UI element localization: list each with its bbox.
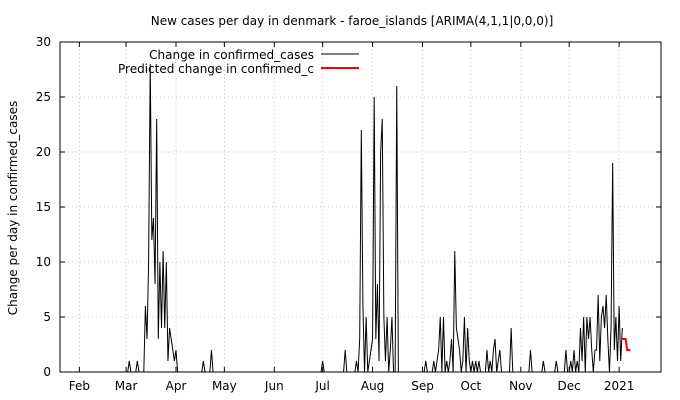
- x-tick-label: Jul: [314, 379, 329, 393]
- legend-label-predicted: Predicted change in confirmed_c: [118, 62, 314, 76]
- y-tick-label: 25: [36, 90, 51, 104]
- series-line-predicted: [622, 338, 631, 351]
- series-line-observed: [60, 63, 623, 373]
- x-tick-label: Jun: [264, 379, 284, 393]
- y-tick-label: 20: [36, 145, 51, 159]
- ticks: 0 5 10 15 20 25 30 Feb Mar Apr May Jun Jul Aug Sep Oct N…: [36, 35, 661, 393]
- y-tick-label: 30: [36, 35, 51, 49]
- x-tick-label: Oct: [460, 379, 481, 393]
- x-tick-label: Dec: [558, 379, 581, 393]
- x-tick-label: 2021: [604, 379, 635, 393]
- series-layer: [60, 63, 631, 373]
- chart-title: New cases per day in denmark - faroe_isl…: [151, 14, 554, 28]
- legend-label-observed: Change in confirmed_cases: [149, 48, 314, 62]
- x-tick-label: Sep: [411, 379, 434, 393]
- x-tick-label: May: [212, 379, 237, 393]
- x-tick-label: Aug: [361, 379, 384, 393]
- legend: Change in confirmed_cases Predicted chan…: [118, 48, 359, 76]
- x-tick-label: Nov: [509, 379, 532, 393]
- y-axis-label: Change per day in confirmed_cases: [6, 101, 20, 316]
- x-tick-label: Mar: [115, 379, 138, 393]
- y-tick-label: 10: [36, 255, 51, 269]
- y-tick-label: 5: [43, 310, 51, 324]
- x-tick-label: Feb: [69, 379, 90, 393]
- y-tick-label: 0: [43, 365, 51, 379]
- y-tick-label: 15: [36, 200, 51, 214]
- x-tick-label: Apr: [166, 379, 187, 393]
